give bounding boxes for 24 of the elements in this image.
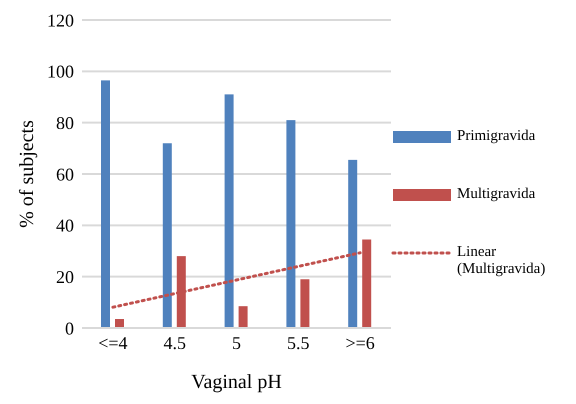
y-tick-label: 0 — [65, 318, 74, 338]
x-tick-label: 5 — [232, 332, 241, 353]
bar — [101, 80, 110, 328]
y-tick-label: 20 — [56, 267, 74, 288]
x-tick-label: 4.5 — [163, 332, 186, 353]
x-tick-label: >=6 — [345, 332, 375, 353]
bar — [224, 94, 234, 328]
y-axis-title: % of subjects — [16, 120, 38, 228]
x-tick-label: 5.5 — [287, 332, 310, 353]
y-tick-label: 40 — [56, 216, 74, 236]
bar — [300, 279, 310, 328]
bar — [238, 306, 248, 328]
bar — [348, 160, 358, 328]
x-tick-label: <=4 — [98, 332, 128, 353]
y-tick-label: 120 — [47, 10, 74, 30]
legend-label: Primigravida — [457, 128, 536, 145]
bar — [162, 143, 172, 328]
y-tick-label: 100 — [47, 62, 74, 82]
bar — [286, 120, 296, 328]
legend-label: Linear (Multigravida) — [457, 244, 546, 278]
x-axis-title: Vaginal pH — [191, 371, 282, 393]
y-tick-label: 60 — [56, 164, 74, 184]
y-tick-label: 80 — [56, 113, 74, 134]
legend-label: Multigravida — [457, 186, 536, 203]
